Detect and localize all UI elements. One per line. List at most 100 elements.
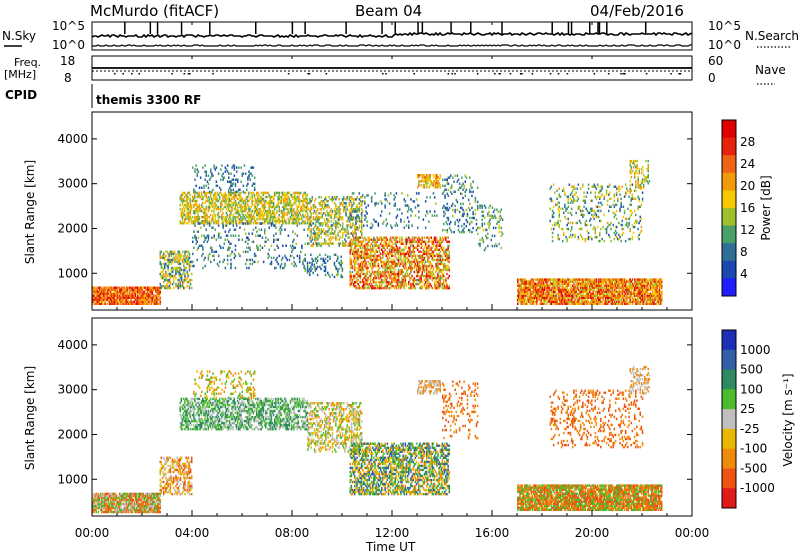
data-cell [405,256,408,260]
data-cell [98,298,101,302]
data-cell [204,211,206,215]
data-cell [247,215,249,219]
data-cell [440,238,443,241]
data-cell [531,286,534,289]
data-cell [247,211,249,215]
data-cell [329,214,332,217]
data-cell [406,256,409,260]
data-cell [177,262,180,266]
data-cell [108,300,111,304]
data-cell [183,256,185,260]
data-cell [403,284,406,288]
data-cell [182,284,184,288]
data-cell [395,236,398,239]
nave-dot [325,73,328,75]
data-cell [493,244,496,248]
data-cell [321,200,324,203]
data-cell [447,236,449,239]
data-cell [420,256,422,260]
data-cell [320,230,323,233]
data-cell [242,199,245,203]
data-cell [490,216,493,220]
data-cell [414,236,417,239]
data-cell [418,282,420,286]
data-cell [133,290,136,293]
data-cell [269,209,272,213]
data-cell [370,250,373,254]
data-cell [357,216,359,219]
data-cell [336,196,338,199]
data-cell [167,280,169,284]
data-cell [226,248,229,252]
data-cell [230,262,232,266]
data-cell [438,286,440,290]
data-cell [439,258,442,262]
data-cell [111,296,113,300]
data-cell [149,298,151,302]
data-cell [415,192,418,195]
data-cell [429,196,431,199]
data-cell [358,254,361,258]
data-cell [269,213,272,217]
data-cell [437,258,439,262]
data-cell [319,212,321,215]
data-cell [317,242,319,245]
data-cell [184,266,186,270]
data-cell [159,292,162,295]
data-cell [98,288,101,291]
data-cell [536,302,538,306]
data-cell [411,268,413,272]
data-cell [421,238,424,241]
data-cell [307,208,309,211]
data-cell [363,252,365,256]
data-cell [438,284,440,288]
data-cell [417,258,419,262]
data-cell [257,222,259,225]
data-cell [345,198,347,201]
data-cell [277,195,279,199]
data-cell [424,260,427,264]
data-cell [445,278,447,282]
data-cell [524,298,527,302]
data-cell [94,288,96,291]
data-cell [200,220,203,223]
data-cell [478,226,480,230]
data-cell [553,282,555,285]
data-cell [382,244,384,248]
data-cell [540,286,543,289]
data-cell [366,264,368,268]
data-cell [319,265,321,269]
data-cell [197,220,200,223]
data-cell [129,302,131,306]
data-cell [119,300,121,304]
data-cell [355,242,357,246]
data-cell [463,210,465,214]
data-cell [102,290,104,293]
data-cell [130,288,132,291]
data-cell [458,210,461,214]
data-cell [277,191,279,195]
data-cell [238,166,240,169]
data-cell [539,288,542,291]
data-cell [367,284,370,288]
data-cell [372,286,374,290]
data-cell [433,282,436,286]
data-cell [535,292,537,295]
data-cell [361,262,364,266]
data-cell [185,260,187,264]
data-cell [465,176,468,179]
data-cell [107,288,110,291]
data-cell [522,286,525,289]
data-cell [328,212,330,215]
data-cell [335,228,337,231]
data-cell [327,271,329,275]
data-cell [186,284,189,288]
data-cell [364,258,366,262]
data-cell [239,217,241,221]
data-cell [447,244,449,248]
data-cell [170,270,173,274]
data-cell [394,204,397,207]
data-cell [108,292,111,295]
data-cell [253,176,256,179]
data-cell [258,215,260,219]
